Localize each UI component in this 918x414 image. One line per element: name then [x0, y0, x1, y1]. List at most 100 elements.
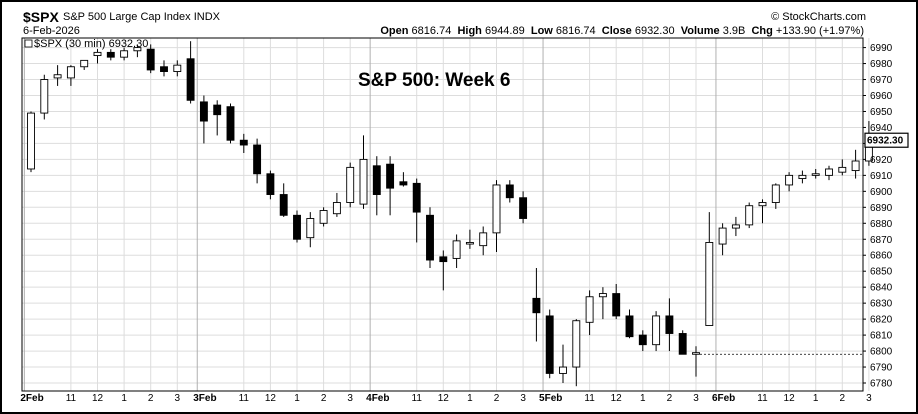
y-tick-label: 6840 [870, 283, 893, 294]
candle-body [771, 184, 780, 203]
candle-body [439, 256, 448, 263]
candle-body [798, 174, 807, 180]
candle-body [359, 158, 368, 205]
candle-body [811, 173, 820, 176]
x-tick-label: 12 [438, 393, 450, 404]
candles [27, 41, 873, 387]
candle-body [426, 214, 434, 261]
candle-body [346, 166, 355, 203]
price-tag-value: 6932.30 [867, 136, 904, 147]
x-tick-label: 1 [813, 393, 819, 404]
candle-body [598, 293, 607, 298]
x-tick-label: 5Feb [539, 393, 562, 404]
candle-body [319, 210, 328, 224]
volume-value: 3.9B [722, 25, 746, 37]
candle-body [53, 74, 62, 79]
candle-body [758, 202, 767, 207]
candle-body [226, 106, 235, 141]
candle-body [532, 297, 541, 314]
y-tick-label: 6900 [870, 187, 893, 198]
x-tick-label: 12 [611, 393, 623, 404]
legend: $SPX (30 min) 6932.30 [24, 38, 148, 50]
candle-body [173, 64, 182, 72]
y-tick-label: 6980 [870, 59, 893, 70]
y-tick-label: 6870 [870, 235, 893, 246]
candle-body [838, 166, 847, 173]
symbol-name: S&P 500 Large Cap Index INDX [63, 11, 220, 23]
candle-body [638, 334, 647, 346]
candle-body [40, 79, 49, 114]
candle-body [612, 293, 621, 317]
high-label: High [457, 25, 482, 37]
candle-body [399, 181, 408, 186]
x-tick-label: 1 [640, 393, 646, 404]
candle-body [678, 333, 687, 355]
candle-body [731, 224, 740, 229]
x-tick-label: 2Feb [20, 393, 43, 404]
candle-body [133, 47, 142, 52]
candle-body [705, 242, 714, 326]
x-tick-label: 11 [239, 393, 250, 404]
candle-body [386, 163, 395, 189]
x-tick-label: 1 [121, 393, 127, 404]
symbol-exchange: INDX [193, 11, 220, 23]
candle-body [585, 296, 594, 323]
candle-body [559, 366, 567, 374]
chart-date: 6-Feb-2026 [23, 25, 80, 37]
chg-label: Chg [751, 25, 773, 37]
candle-body [519, 197, 528, 219]
candle-body [306, 218, 315, 239]
x-tick-label: 3 [866, 393, 872, 404]
candle-body [745, 205, 754, 226]
high-value: 6944.89 [484, 25, 525, 37]
x-tick-label: 11 [584, 393, 595, 404]
legend-label: $SPX (30 min) 6932.30 [34, 38, 148, 50]
candle-body [825, 168, 833, 176]
y-tick-label: 6910 [870, 171, 893, 182]
watermark: © StockCharts.com [771, 11, 866, 23]
y-tick-label: 6970 [870, 75, 893, 86]
y-tick-label: 6860 [870, 251, 893, 262]
symbol-fullname: S&P 500 Large Cap Index [63, 11, 191, 23]
x-tick-label: 2 [667, 393, 673, 404]
candle-body [106, 51, 115, 58]
candle-body [266, 173, 275, 195]
y-tick-label: 6790 [870, 363, 893, 374]
candle-body [572, 320, 581, 368]
candle-body [851, 160, 860, 172]
y-tick-label: 6990 [870, 43, 893, 54]
candle-body [412, 182, 421, 213]
x-tick-label: 2 [321, 393, 327, 404]
low-label: Low [530, 25, 553, 37]
candle-body [80, 59, 89, 68]
x-tick-label: 2 [840, 393, 846, 404]
low-value: 6816.74 [555, 25, 596, 37]
y-tick-label: 6950 [870, 107, 893, 118]
x-tick-label: 12 [784, 393, 796, 404]
candle-body [199, 101, 208, 122]
candle-body [27, 112, 35, 170]
y-tick-label: 6810 [870, 331, 893, 342]
y-tick-label: 6960 [870, 91, 893, 102]
x-tick-label: 3 [347, 393, 353, 404]
x-tick-label: 12 [92, 393, 104, 404]
candle-body [465, 242, 474, 245]
candle-body [239, 139, 248, 146]
y-tick-label: 6830 [870, 299, 893, 310]
candle-body [160, 66, 168, 72]
x-tick-label: 2 [148, 393, 154, 404]
candle-body [625, 315, 634, 338]
y-tick-label: 6780 [870, 379, 893, 390]
y-tick-label: 6880 [870, 219, 893, 230]
x-tick-label: 3 [693, 393, 699, 404]
candle-body [332, 202, 341, 215]
axes: 6780 6790 6800 6810 6820 6830 6840 6850 6860 6870… [20, 43, 892, 404]
ohlc-readout: Open 6816.74 High 6944.89 Low 6816.74 Cl… [380, 25, 864, 37]
y-tick-label: 6850 [870, 267, 893, 278]
candle-body [253, 144, 262, 175]
candle-body [785, 174, 794, 186]
symbol-title: $SPX [23, 9, 59, 25]
y-tick-label: 6890 [870, 203, 893, 214]
x-tick-label: 1 [294, 393, 300, 404]
